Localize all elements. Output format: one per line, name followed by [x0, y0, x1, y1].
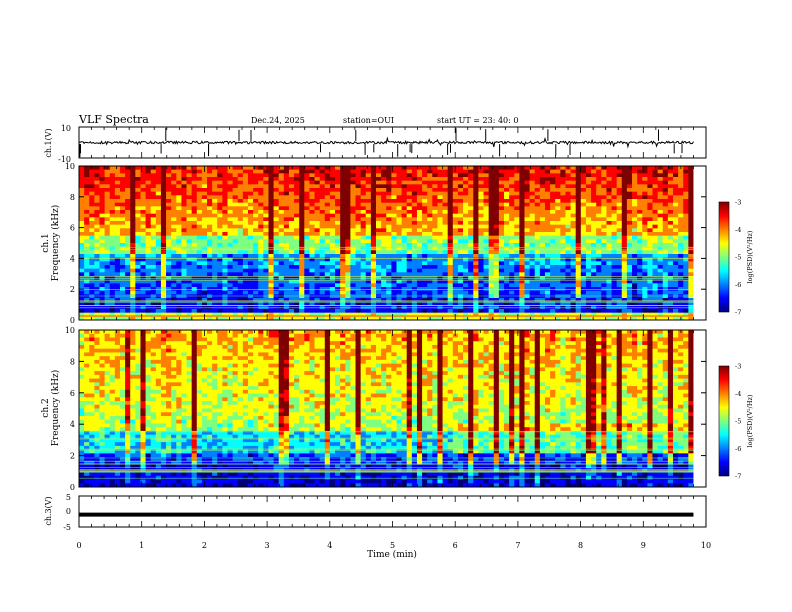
ch1-waveform-trace	[78, 136, 694, 149]
ch1-spectrogram-ytick-label: 0	[70, 316, 75, 325]
x-tick-label: 2	[202, 541, 207, 550]
ch2-channel-label: ch.2	[41, 398, 51, 417]
ch3-waveform-tick-bottom: -5	[63, 523, 71, 532]
ch2-spectrogram-ytick-label: 6	[70, 389, 75, 398]
x-tick-label: 4	[327, 541, 332, 550]
ch1-colorbar-label: log(PSD)(V²/Hz)	[746, 230, 754, 283]
ch2-colorbar-tick: -3	[735, 363, 741, 371]
x-tick-label: 5	[390, 541, 395, 550]
ch2-spectrogram-ytick-label: 10	[65, 326, 75, 335]
ch1-colorbar-tick: -5	[735, 254, 741, 262]
ch1-waveform-tick-top: 10	[61, 124, 71, 133]
ch2-spectrogram-image	[79, 330, 706, 487]
x-tick-labels: 0 1 2 3 4 5 6 7 8 9 10	[76, 541, 711, 550]
ch2-colorbar-tick: -4	[735, 390, 741, 398]
ch1-spectrogram-ytick-label: 4	[70, 254, 75, 263]
ch1-waveform-tick-bottom: -10	[58, 155, 71, 164]
ch1-spectrogram-ytick-label: 8	[70, 193, 75, 202]
ch1-colorbar-tick: -6	[735, 281, 741, 289]
ch3-waveform-tick-mid: 0	[66, 507, 71, 516]
ch1-colorbar	[718, 201, 730, 313]
figure-title: VLF Spectra	[78, 113, 149, 126]
ch1-spectrogram-yticks: 0 2 4 6 8 10	[65, 162, 706, 325]
ch1-channel-label: ch.1	[41, 233, 51, 252]
x-tick-label: 3	[265, 541, 270, 550]
x-tick-marks	[78, 127, 707, 527]
ch1-colorbar-ticks: -3 -4 -5 -6 -7	[735, 199, 741, 317]
ch1-spectrogram-ytick-label: 10	[65, 162, 75, 171]
ch3-waveform-panel: 5 0 -5 ch.3(V)	[44, 493, 707, 532]
date-label: Dec.24, 2025	[251, 116, 305, 125]
ch2-frequency-label: Frequency (kHz)	[50, 370, 61, 447]
ch1-spectrogram-image	[79, 166, 706, 320]
ch1-colorbar-tick: -3	[735, 199, 741, 207]
ch2-colorbar-label: log(PSD)(V²/Hz)	[746, 394, 754, 447]
ch1-spectrogram-ytick-label: 2	[70, 285, 75, 294]
ch2-colorbar-tick: -6	[735, 445, 741, 453]
ch1-waveform-panel: 10 -10 ch.1(V)	[44, 124, 707, 164]
x-tick-label: 0	[76, 541, 81, 550]
x-tick-label: 10	[701, 541, 711, 550]
ch3-waveform-tick-top: 5	[66, 493, 71, 502]
x-tick-label: 6	[453, 541, 458, 550]
x-axis-label: Time (min)	[367, 549, 417, 560]
ch1-waveform-ylabel: ch.1(V)	[44, 128, 53, 157]
ch1-colorbar-tick: -4	[735, 226, 741, 234]
ch2-colorbar-tick: -7	[735, 473, 741, 481]
start-time-label: start UT = 23: 40: 0	[437, 116, 518, 125]
ch1-frequency-label: Frequency (kHz)	[50, 205, 61, 282]
ch2-spectrogram-ytick-label: 2	[70, 452, 75, 461]
x-tick-label: 8	[578, 541, 583, 550]
ch2-colorbar-tick: -5	[735, 418, 741, 426]
ch1-colorbar-tick: -7	[735, 309, 741, 317]
ch2-spectrogram-yticks: 0 2 4 6 8 10	[65, 326, 706, 492]
ch1-spectrogram-ytick-label: 6	[70, 224, 75, 233]
station-label: station=OUI	[343, 116, 394, 125]
ch2-colorbar-ticks: -3 -4 -5 -6 -7	[735, 363, 741, 481]
x-tick-label: 7	[515, 541, 520, 550]
x-tick-label: 9	[641, 541, 646, 550]
ch1-spikes	[79, 127, 683, 158]
ch2-spectrogram-ytick-label: 4	[70, 420, 75, 429]
ch3-waveform-ylabel: ch.3(V)	[44, 496, 53, 525]
ch2-spectrogram-ytick-label: 8	[70, 357, 75, 366]
x-tick-label: 1	[139, 541, 144, 550]
ch2-colorbar	[718, 365, 730, 477]
ch2-spectrogram-ytick-label: 0	[70, 483, 75, 492]
